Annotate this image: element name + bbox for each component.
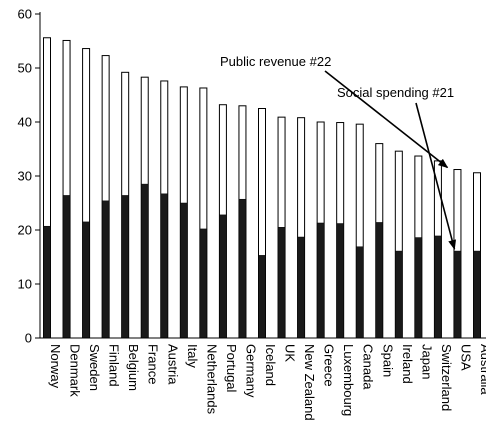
bar-social-spending-switzerland: [434, 235, 442, 339]
bar-social-spending-australia: [473, 250, 481, 339]
y-tick-label-30: 30: [18, 169, 32, 184]
category-label-norway: Norway: [48, 344, 63, 389]
category-label-spain: Spain: [380, 344, 395, 377]
bar-social-spending-netherlands: [199, 228, 208, 339]
bar-social-spending-germany: [238, 198, 247, 339]
bar-social-spending-usa: [453, 250, 462, 339]
annotation-public-revenue: Public revenue #22: [220, 54, 331, 69]
category-label-germany: Germany: [243, 344, 258, 398]
category-label-luxembourg: Luxembourg: [341, 344, 356, 416]
category-label-netherlands: Netherlands: [204, 344, 219, 415]
category-label-greece: Greece: [322, 344, 337, 387]
category-label-italy: Italy: [185, 344, 200, 368]
bar-social-spending-france: [140, 183, 149, 339]
category-label-new-zealand: New Zealand: [302, 344, 317, 421]
bar-social-spending-sweden: [82, 221, 90, 339]
category-label-denmark: Denmark: [68, 344, 83, 397]
category-label-uk: UK: [283, 344, 298, 362]
bar-social-spending-italy: [180, 202, 188, 339]
bar-social-spending-denmark: [62, 195, 71, 339]
category-label-ireland: Ireland: [400, 344, 415, 384]
bar-social-spending-norway: [43, 225, 51, 339]
y-tick-label-20: 20: [18, 223, 32, 238]
bar-social-spending-canada: [355, 246, 364, 339]
annotation-arrow-public-revenue: [324, 70, 449, 169]
bar-social-spending-ireland: [395, 250, 403, 339]
bar-social-spending-new-zealand: [297, 236, 305, 339]
y-tick-label-10: 10: [18, 277, 32, 292]
category-labels-layer: Norway Denmark Sweden Finland Belgium France A…: [48, 344, 486, 421]
annotation-social-spending: Social spending #21: [337, 85, 454, 100]
bar-social-spending-austria: [160, 193, 169, 339]
category-label-canada: Canada: [361, 344, 376, 390]
category-label-belgium: Belgium: [126, 344, 141, 391]
category-label-france: France: [146, 344, 161, 384]
bar-social-spending-japan: [414, 237, 423, 339]
bar-social-spending-belgium: [121, 195, 129, 339]
bars-layer: [43, 37, 481, 339]
category-label-finland: Finland: [107, 344, 122, 387]
category-label-switzerland: Switzerland: [439, 344, 454, 411]
bar-social-spending-greece: [316, 222, 325, 339]
y-tick-label-50: 50: [18, 61, 32, 76]
annotation-layer: Public revenue #22 Social spending #21: [220, 54, 457, 251]
bar-social-spending-portugal: [219, 214, 227, 339]
bar-social-spending-luxembourg: [336, 223, 344, 339]
category-label-japan: Japan: [419, 344, 434, 379]
bar-social-spending-finland: [101, 200, 110, 339]
bar-social-spending-spain: [375, 222, 384, 339]
bar-social-spending-iceland: [258, 255, 266, 339]
y-tick-label-60: 60: [18, 7, 32, 22]
y-tick-label-40: 40: [18, 115, 32, 130]
y-tick-label-0: 0: [25, 331, 32, 346]
annotation-arrow-social-spending: [415, 102, 457, 251]
category-label-iceland: Iceland: [263, 344, 278, 386]
category-label-australia: Australia: [478, 344, 486, 395]
category-label-portugal: Portugal: [224, 344, 239, 393]
bar-social-spending-uk: [277, 227, 286, 339]
axis-layer: 0 10 20 30 40 50 60: [18, 7, 486, 346]
category-label-austria: Austria: [165, 344, 180, 385]
category-label-usa: USA: [458, 344, 473, 371]
category-label-sweden: Sweden: [87, 344, 102, 391]
